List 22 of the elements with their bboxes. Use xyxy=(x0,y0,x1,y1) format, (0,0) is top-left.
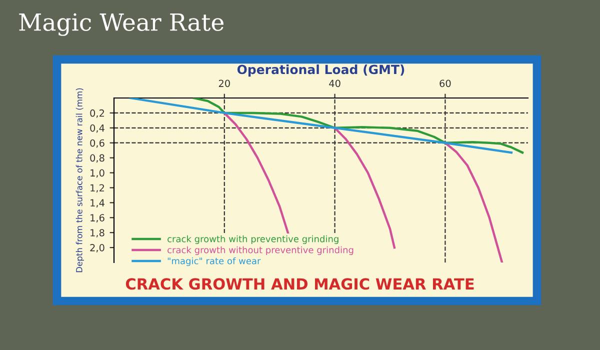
y-tick-label: 2,0 xyxy=(90,244,104,252)
y-tick-label: 0,4 xyxy=(90,124,104,133)
y-tick-label: 0,8 xyxy=(90,154,104,163)
line-series xyxy=(192,98,524,154)
y-tick-label: 1,0 xyxy=(90,169,104,178)
legend-label: "magic" rate of wear xyxy=(168,257,261,266)
y-tick-label: 0,2 xyxy=(90,109,104,118)
x-tick-label: 40 xyxy=(329,80,340,88)
x-axis-title: Operational Load (GMT) xyxy=(237,64,404,77)
y-tick-label: 1,6 xyxy=(90,214,104,222)
chart-title: Magic Wear Rate xyxy=(19,13,224,36)
y-tick-label: 1,4 xyxy=(90,199,104,208)
y-axis-title: Depth from the surface of the new rail (mm) xyxy=(76,88,84,272)
y-tick-label: 0,6 xyxy=(90,139,104,148)
line-series xyxy=(129,98,513,154)
legend-label: crack growth without preventive grinding xyxy=(168,246,354,256)
y-tick-label: 1,8 xyxy=(90,229,104,238)
y-tick-label: 1,2 xyxy=(90,184,104,193)
text: CRACK GROWTH AND MAGIC WEAR RATE xyxy=(126,278,474,290)
x-tick-label: 60 xyxy=(440,80,451,88)
legend-label: crack growth with preventive grinding xyxy=(168,235,338,244)
x-tick-label: 20 xyxy=(218,80,230,88)
